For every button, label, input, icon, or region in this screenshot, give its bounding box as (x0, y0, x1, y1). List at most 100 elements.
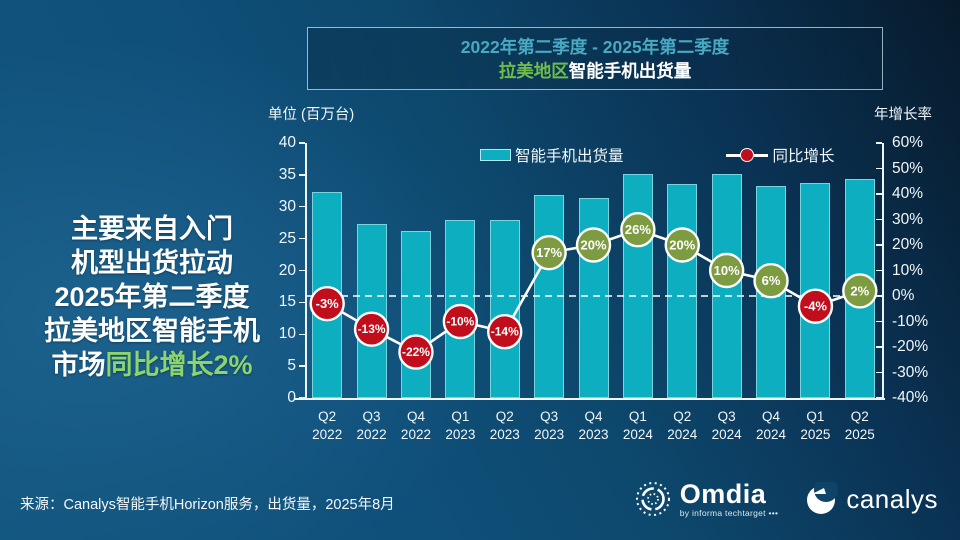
x-axis-label-q4-2024: Q4 2024 (756, 409, 787, 442)
legend-line-marker-icon (725, 148, 768, 162)
chart-title-box: 2022年第二季度 - 2025年第二季度 拉美地区智能手机出货量 (307, 27, 883, 90)
left-axis-title: 单位 (百万台) (268, 107, 355, 123)
x-axis-line (294, 398, 885, 400)
right-axis-tick (876, 320, 882, 323)
left-axis-tick-label: 40 (278, 134, 296, 151)
headline-growth-highlight: 同比增长2% (105, 350, 253, 380)
growth-marker-q4-2022: -22% (398, 334, 434, 370)
left-axis-tick-label: 25 (278, 229, 296, 247)
x-axis-label-q3-2024: Q3 2024 (711, 409, 742, 442)
shipment-bar-q3-2022 (356, 223, 387, 398)
legend-bar-label: 智能手机出货量 (515, 148, 624, 165)
shipment-bar-q2-2023 (489, 219, 520, 398)
svg-text:-14%: -14% (491, 325, 519, 339)
svg-text:6%: 6% (762, 273, 781, 288)
right-axis-tick (876, 371, 882, 374)
svg-text:-4%: -4% (804, 299, 828, 314)
right-axis-tick-label: 60% (892, 134, 924, 151)
growth-marker-q2-2025: 2% (842, 273, 878, 309)
headline-text: 主要来自入门 机型出货拉动 2025年第二季度 拉美地区智能手机 市场同比增长2… (12, 212, 292, 382)
right-axis-tick-label: 0% (892, 287, 915, 304)
left-axis-tick (299, 237, 305, 240)
growth-marker-q1-2023: -10% (442, 303, 479, 340)
left-axis-tick (299, 269, 305, 272)
right-axis-tick-label: 50% (892, 159, 924, 177)
omdia-logo: Omdia by informa techtarget ••• (634, 480, 779, 518)
right-axis-tick (876, 397, 882, 399)
left-axis-tick (299, 206, 305, 208)
x-axis-label-q2-2025: Q2 2025 (844, 409, 875, 442)
right-axis-tick-label: -10% (892, 312, 929, 330)
right-axis-tick (876, 269, 882, 272)
right-axis-title: 年增长率 (874, 107, 932, 123)
chart-title-region: 拉美地区 (498, 61, 569, 81)
left-axis-tick (299, 142, 305, 144)
chart-title-subject: 智能手机出货量 (568, 61, 692, 81)
svg-text:-13%: -13% (358, 322, 386, 336)
left-axis-tick-label: 10 (278, 325, 296, 343)
x-axis-label-q2-2022: Q2 2022 (312, 409, 343, 442)
right-axis-tick (876, 295, 882, 297)
headline-line-4: 拉美地区智能手机 (44, 316, 260, 346)
legend-line-label: 同比增长 (772, 148, 835, 165)
plot-area: -3% -13% -22% -10% -14% 17% 20% 26% 20% 10% 6% -4% 2… (305, 143, 882, 398)
omdia-wordmark: Omdia (679, 478, 767, 509)
right-axis-tick-label: 20% (892, 236, 924, 253)
left-axis-tick (299, 397, 305, 399)
growth-line-layer: -3% -13% -22% -10% -14% 17% 20% 26% 20% 10% 6% -4% 2… (305, 211, 882, 370)
left-axis-tick (299, 333, 305, 335)
left-axis-tick-label: 15 (278, 293, 296, 311)
right-axis-tick (876, 218, 882, 221)
left-axis-tick-label: 30 (278, 197, 296, 215)
shipment-bar-q2-2024 (667, 183, 698, 398)
svg-text:20%: 20% (580, 238, 606, 253)
growth-marker-q3-2022: -13% (353, 311, 390, 347)
omdia-tagline: by informa techtarget ••• (679, 507, 779, 518)
source-note: 来源：Canalys智能手机Horizon服务，出货量，2025年8月 (20, 497, 395, 513)
chart-title-period: 2022年第二季度 - 2025年第二季度 (460, 37, 730, 57)
left-axis-tick (299, 174, 305, 176)
canalys-wordmark: canalys (846, 483, 938, 514)
x-axis-label-q3-2022: Q3 2022 (356, 409, 387, 442)
x-axis-label-q2-2023: Q2 2023 (489, 409, 520, 442)
headline-line-5: 市场同比增长2% (12, 348, 292, 382)
canalys-circle-icon (807, 482, 839, 514)
x-axis-label-q4-2022: Q4 2022 (400, 409, 431, 442)
headline-line-3: 2025年第二季度 (54, 282, 250, 312)
left-axis-tick-label: 20 (278, 261, 296, 279)
chart-legend: 智能手机出货量 同比增长 (480, 144, 835, 166)
right-axis-tick-label: -20% (892, 338, 929, 355)
growth-marker-q1-2025: -4% (797, 288, 834, 324)
x-axis-label-q1-2025: Q1 2025 (800, 409, 831, 442)
right-axis-tick (876, 193, 882, 195)
growth-marker-q2-2024: 20% (664, 227, 700, 263)
svg-text:17%: 17% (536, 245, 562, 260)
growth-marker-q2-2023: -14% (487, 313, 523, 350)
svg-text:2%: 2% (850, 283, 869, 298)
left-axis-tick-label: 35 (278, 165, 296, 183)
left-axis-tick (299, 365, 305, 367)
svg-text:26%: 26% (625, 222, 651, 237)
omdia-circle-icon (635, 482, 670, 516)
left-axis-tick-label: 0 (287, 389, 296, 406)
right-axis-tick-label: 30% (892, 210, 924, 228)
left-axis-tick-label: 5 (287, 357, 296, 375)
right-axis-tick-label: 40% (892, 185, 924, 202)
headline-tail-white: 市场 (51, 350, 106, 380)
brand-logos: Omdia by informa techtarget ••• canalys (634, 480, 938, 518)
shipment-bar-q4-2022 (400, 230, 431, 398)
growth-marker-q1-2024: 26% (620, 211, 656, 248)
headline-line-2: 机型出货拉动 (71, 248, 233, 278)
right-axis-tick (876, 167, 882, 170)
x-axis-label-q4-2023: Q4 2023 (578, 409, 609, 442)
growth-marker-q4-2024: 6% (753, 262, 789, 299)
right-axis-tick (876, 346, 882, 348)
right-axis-line (882, 143, 884, 398)
right-axis-tick-label: -40% (892, 389, 929, 406)
right-axis-tick (876, 142, 882, 144)
growth-marker-q4-2023: 20% (575, 227, 612, 263)
left-axis-line (305, 143, 307, 398)
svg-text:20%: 20% (669, 238, 695, 253)
x-axis-label-q1-2024: Q1 2024 (622, 409, 653, 442)
